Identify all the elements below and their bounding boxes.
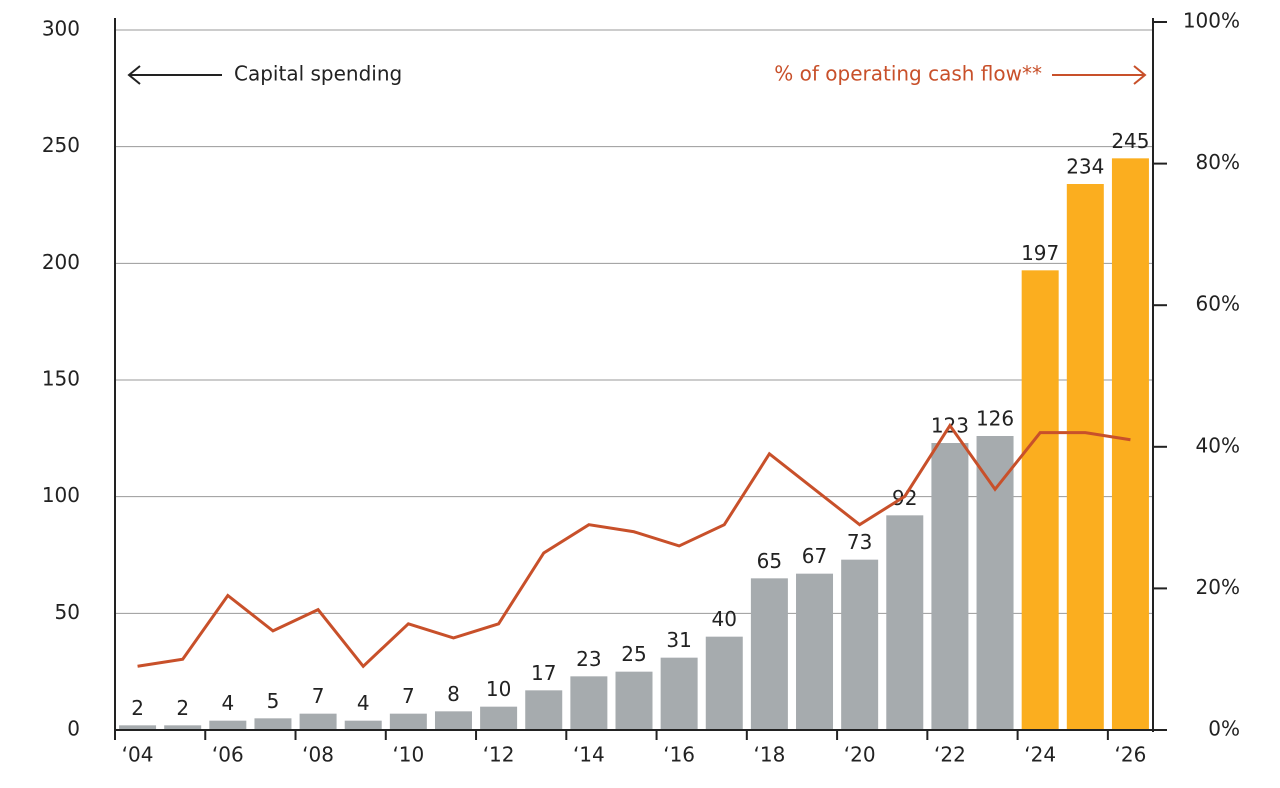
x-tick-label: ‘04 bbox=[122, 743, 154, 767]
bar bbox=[1066, 184, 1104, 730]
y2-tick-label: 80% bbox=[1196, 150, 1240, 174]
data-label: 4 bbox=[221, 691, 234, 715]
bar bbox=[480, 706, 518, 730]
data-label: 7 bbox=[402, 684, 415, 708]
bar bbox=[119, 725, 157, 730]
y-tick-label: 50 bbox=[55, 600, 80, 624]
capital-label: Capital spending bbox=[234, 62, 402, 86]
data-label: 25 bbox=[621, 642, 646, 666]
x-tick-label: ‘14 bbox=[573, 743, 605, 767]
bar bbox=[705, 636, 743, 730]
y2-tick-label: 100% bbox=[1183, 9, 1240, 33]
x-tick-label: ‘26 bbox=[1115, 743, 1147, 767]
data-label: 40 bbox=[712, 607, 737, 631]
y-tick-label: 150 bbox=[42, 367, 80, 391]
data-label: 126 bbox=[976, 407, 1014, 431]
data-label: 67 bbox=[802, 544, 827, 568]
bar bbox=[434, 711, 472, 730]
y-tick-label: 0 bbox=[67, 717, 80, 741]
x-tick-label: ‘06 bbox=[212, 743, 244, 767]
x-tick-label: ‘12 bbox=[483, 743, 515, 767]
x-tick-label: ‘24 bbox=[1024, 743, 1056, 767]
y2-tick-label: 60% bbox=[1196, 292, 1240, 316]
bar bbox=[1111, 158, 1149, 731]
bar bbox=[525, 690, 563, 730]
data-label: 7 bbox=[312, 684, 325, 708]
bar bbox=[841, 559, 879, 730]
x-tick-label: ‘18 bbox=[753, 743, 785, 767]
data-label: 17 bbox=[531, 661, 556, 685]
data-label: 4 bbox=[357, 691, 370, 715]
data-label: 31 bbox=[666, 628, 691, 652]
y2-tick-label: 0% bbox=[1208, 717, 1240, 741]
cash-flow-line bbox=[137, 422, 1131, 669]
arrow-head bbox=[127, 65, 141, 85]
data-label: 23 bbox=[576, 647, 601, 671]
bar bbox=[931, 443, 969, 730]
y2-tick-label: 20% bbox=[1196, 575, 1240, 599]
y2-tick-label: 40% bbox=[1196, 433, 1240, 457]
y-tick-label: 250 bbox=[42, 133, 80, 157]
bar bbox=[796, 573, 834, 730]
data-label: 5 bbox=[267, 689, 280, 713]
bar bbox=[299, 713, 337, 730]
data-label: 8 bbox=[447, 682, 460, 706]
data-label: 10 bbox=[486, 677, 511, 701]
y-tick-label: 300 bbox=[42, 17, 80, 41]
x-tick-label: ‘16 bbox=[663, 743, 695, 767]
x-tick-label: ‘10 bbox=[392, 743, 424, 767]
data-label: 234 bbox=[1066, 155, 1104, 179]
bar bbox=[750, 578, 788, 730]
bar bbox=[389, 713, 427, 730]
bar bbox=[976, 436, 1014, 730]
data-label: 2 bbox=[176, 696, 189, 720]
bar bbox=[570, 676, 608, 730]
bar bbox=[660, 657, 698, 730]
data-label: 2 bbox=[131, 696, 144, 720]
y-tick-label: 200 bbox=[42, 250, 80, 274]
x-tick-label: ‘22 bbox=[934, 743, 966, 767]
bar bbox=[344, 720, 382, 730]
x-tick-label: ‘20 bbox=[844, 743, 876, 767]
x-tick-label: ‘08 bbox=[302, 743, 334, 767]
bar bbox=[209, 720, 247, 730]
bar bbox=[254, 718, 292, 730]
data-label: 73 bbox=[847, 530, 872, 554]
arrow-head bbox=[1133, 65, 1147, 85]
data-label: 245 bbox=[1111, 129, 1149, 153]
cash-flow-label: % of operating cash flow** bbox=[774, 62, 1042, 86]
data-label: 65 bbox=[757, 549, 782, 573]
y-tick-label: 100 bbox=[42, 483, 80, 507]
bar bbox=[164, 725, 202, 730]
bar bbox=[886, 515, 924, 730]
bar bbox=[1021, 270, 1059, 730]
data-label: 197 bbox=[1021, 241, 1059, 265]
bar bbox=[615, 671, 653, 730]
